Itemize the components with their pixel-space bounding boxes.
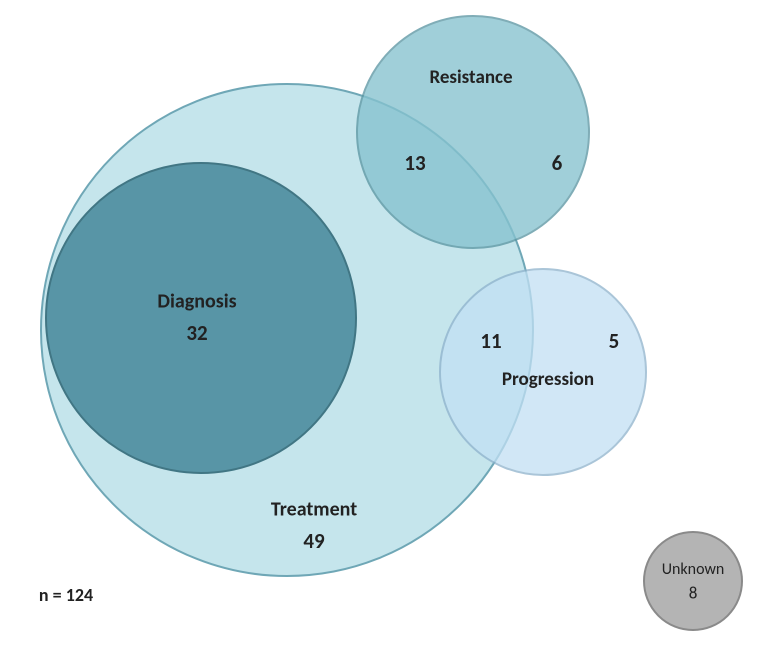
resistance-inside-value: 13 [404,150,425,176]
diagnosis-circle [45,162,357,474]
unknown-value: 8 [689,582,698,603]
progression-label: Progression [502,368,594,392]
venn-diagram: Resistance 13 6 Diagnosis 32 11 5 Progre… [0,0,776,649]
unknown-circle [643,531,743,631]
diagnosis-label: Diagnosis [157,290,236,315]
sample-size-label: n = 124 [39,584,93,607]
diagnosis-value: 32 [186,320,207,346]
treatment-label: Treatment [271,498,357,523]
resistance-label: Resistance [429,66,512,90]
progression-outside-value: 5 [609,328,620,354]
treatment-value: 49 [303,528,324,554]
unknown-label: Unknown [662,560,725,580]
progression-inside-value: 11 [480,328,501,354]
resistance-circle [356,15,590,249]
resistance-outside-value: 6 [552,150,563,176]
